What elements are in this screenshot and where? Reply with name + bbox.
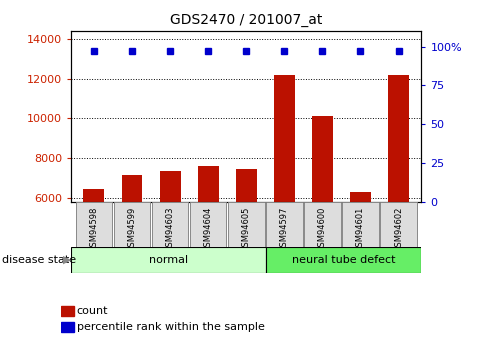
Text: GSM94597: GSM94597 [280,206,289,252]
Text: normal: normal [149,255,188,265]
Text: GSM94600: GSM94600 [318,206,327,252]
FancyBboxPatch shape [75,202,112,247]
Text: neural tube defect: neural tube defect [292,255,395,265]
FancyBboxPatch shape [342,202,379,247]
Bar [83,189,104,202]
Text: GSM94602: GSM94602 [394,206,403,252]
Bar [122,175,143,202]
Bar [197,166,219,202]
FancyBboxPatch shape [228,202,265,247]
FancyBboxPatch shape [71,247,266,273]
Bar [350,192,371,202]
Text: count: count [76,306,108,316]
Title: GDS2470 / 201007_at: GDS2470 / 201007_at [170,13,322,27]
Text: GSM94604: GSM94604 [204,206,213,252]
Text: GSM94603: GSM94603 [166,206,174,252]
Bar [312,117,333,202]
Bar [160,171,180,202]
Text: disease state: disease state [2,255,76,265]
Text: ▶: ▶ [63,255,71,265]
FancyBboxPatch shape [114,202,150,247]
Text: GSM94601: GSM94601 [356,206,365,252]
Bar [388,75,409,202]
FancyBboxPatch shape [152,202,188,247]
Bar [61,322,74,332]
Text: GSM94605: GSM94605 [242,206,251,252]
FancyBboxPatch shape [266,247,421,273]
FancyBboxPatch shape [380,202,417,247]
FancyBboxPatch shape [266,202,303,247]
Text: GSM94598: GSM94598 [89,206,98,252]
FancyBboxPatch shape [190,202,226,247]
Bar [236,169,257,202]
Text: percentile rank within the sample: percentile rank within the sample [76,322,265,332]
Bar [274,75,295,202]
FancyBboxPatch shape [304,202,341,247]
Text: GSM94599: GSM94599 [127,206,137,252]
Bar [61,306,74,316]
